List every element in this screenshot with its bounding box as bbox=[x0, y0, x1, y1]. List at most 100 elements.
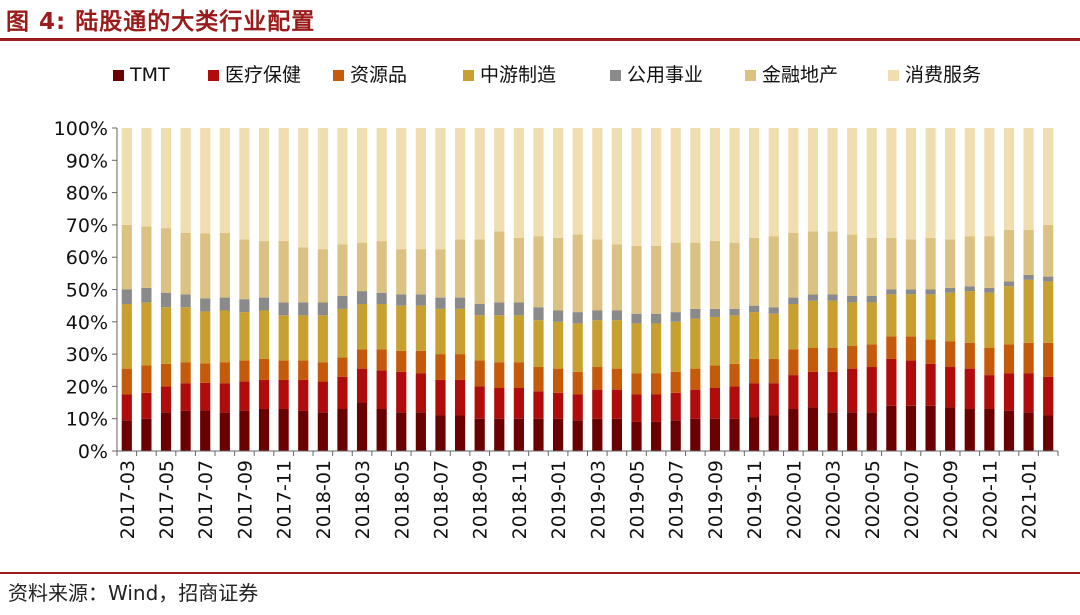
bar-segment bbox=[278, 409, 289, 451]
bar-segment bbox=[533, 236, 544, 308]
bar-stack bbox=[749, 128, 760, 451]
bar-stack bbox=[611, 128, 622, 451]
bar-segment bbox=[945, 367, 956, 408]
bar-stack bbox=[317, 128, 328, 451]
bar-segment bbox=[807, 300, 819, 348]
bar-stack bbox=[1023, 128, 1034, 451]
bar-segment bbox=[886, 405, 897, 451]
bar-stack bbox=[533, 128, 544, 451]
bar-segment bbox=[631, 245, 642, 314]
bar-segment bbox=[454, 354, 466, 380]
bar-segment bbox=[945, 292, 956, 342]
bar-segment bbox=[847, 234, 858, 296]
bar-segment bbox=[964, 236, 975, 287]
bar-stack bbox=[984, 128, 995, 451]
bar-segment bbox=[1023, 279, 1034, 343]
bar-segment bbox=[807, 231, 819, 295]
bar-segment bbox=[180, 232, 191, 295]
bar-segment bbox=[964, 368, 975, 410]
bar-segment bbox=[337, 128, 348, 245]
bar-segment bbox=[278, 315, 289, 361]
bar-segment bbox=[219, 232, 230, 298]
bar-segment bbox=[1023, 342, 1034, 374]
x-tick-label: 2021-01 bbox=[1019, 460, 1041, 539]
legend-item: 金融地产 bbox=[745, 64, 838, 86]
bar-segment bbox=[141, 302, 152, 366]
bar-segment bbox=[1023, 373, 1034, 413]
x-tick-label: 2017-05 bbox=[156, 460, 178, 539]
bar-segment bbox=[984, 236, 995, 288]
bar-segment bbox=[239, 239, 250, 300]
bar-segment bbox=[670, 420, 681, 451]
bar-segment bbox=[670, 312, 681, 322]
bar-segment bbox=[670, 242, 681, 313]
bar-segment bbox=[670, 371, 681, 393]
bar-segment bbox=[788, 304, 799, 350]
bar-segment bbox=[553, 321, 564, 369]
bar-segment bbox=[690, 308, 701, 319]
bar-segment bbox=[337, 308, 348, 358]
bar-segment bbox=[317, 128, 328, 250]
bar-segment bbox=[200, 233, 211, 299]
bar-segment bbox=[905, 289, 917, 295]
bar-segment bbox=[258, 297, 270, 311]
bar-stack bbox=[847, 128, 858, 451]
bar-segment bbox=[415, 294, 426, 306]
bar-segment bbox=[611, 320, 622, 369]
bar-segment bbox=[513, 388, 524, 419]
bar-stack bbox=[239, 128, 250, 452]
legend-item: 医疗保健 bbox=[208, 64, 301, 86]
bar-segment bbox=[356, 242, 368, 292]
x-tick-label: 2017-09 bbox=[234, 460, 256, 539]
bar-segment bbox=[1003, 344, 1015, 374]
bar-segment bbox=[984, 128, 995, 237]
bar-segment bbox=[474, 360, 485, 387]
bar-segment bbox=[337, 376, 348, 410]
y-tick-label: 70% bbox=[66, 215, 108, 237]
bar-segment bbox=[474, 315, 485, 361]
legend-item: 消费服务 bbox=[888, 64, 981, 86]
bar-segment bbox=[768, 313, 779, 359]
legend-label: 金融地产 bbox=[762, 64, 838, 86]
x-tick-label: 2018-09 bbox=[470, 460, 492, 539]
bar-segment bbox=[180, 383, 191, 411]
bar-segment bbox=[180, 294, 191, 308]
bar-segment bbox=[670, 128, 681, 243]
bar-segment bbox=[592, 239, 603, 311]
bar-segment bbox=[533, 367, 544, 392]
bar-segment bbox=[553, 392, 564, 419]
bar-segment bbox=[121, 420, 132, 451]
bar-segment bbox=[611, 418, 622, 451]
bar-segment bbox=[768, 383, 779, 416]
bar-segment bbox=[592, 389, 603, 419]
y-tick-label: 30% bbox=[66, 344, 108, 366]
bar-segment bbox=[160, 363, 172, 387]
bar-segment bbox=[474, 239, 485, 305]
bar-segment bbox=[219, 362, 230, 384]
bar-stack bbox=[376, 128, 387, 451]
bar-segment bbox=[847, 128, 858, 235]
bar-stack bbox=[572, 128, 583, 451]
bar-segment bbox=[690, 318, 701, 369]
bar-segment bbox=[415, 305, 426, 351]
bar-stack bbox=[121, 128, 132, 451]
bar-segment bbox=[180, 307, 191, 363]
legend-label: 消费服务 bbox=[905, 64, 981, 86]
source-note: 资料来源：Wind，招商证券 bbox=[8, 581, 259, 605]
bar-segment bbox=[160, 386, 172, 413]
legend-item: 公用事业 bbox=[610, 64, 703, 86]
bar-segment bbox=[435, 128, 446, 250]
bar-segment bbox=[141, 418, 152, 451]
bar-stack bbox=[807, 128, 819, 451]
bar-segment bbox=[121, 289, 132, 305]
bar-segment bbox=[258, 128, 270, 242]
bar-segment bbox=[807, 371, 819, 408]
bar-segment bbox=[317, 381, 328, 413]
bar-segment bbox=[1043, 128, 1054, 225]
bar-segment bbox=[886, 294, 897, 337]
bar-segment bbox=[886, 358, 897, 406]
bar-segment bbox=[905, 336, 917, 361]
bar-segment bbox=[258, 310, 270, 359]
bar-segment bbox=[356, 128, 368, 243]
legend-label: 医疗保健 bbox=[225, 64, 301, 86]
